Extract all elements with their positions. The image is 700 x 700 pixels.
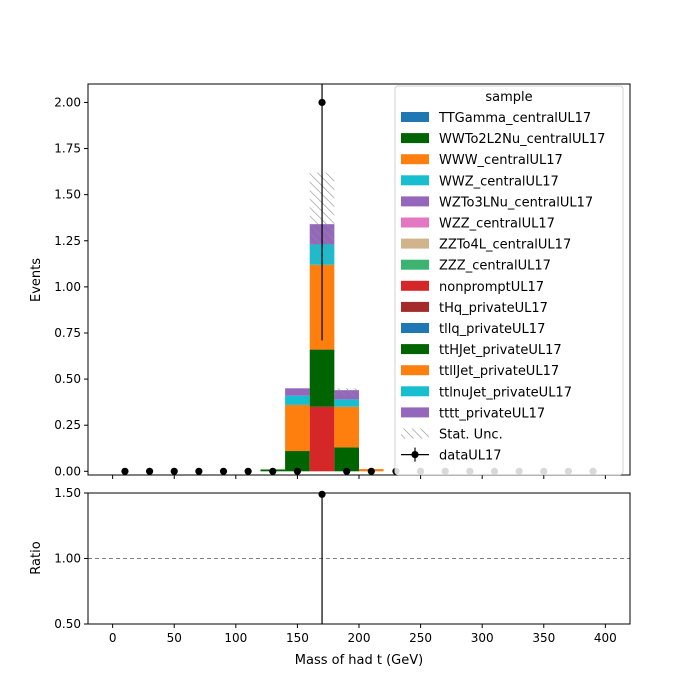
bar-ttlnuJet_privateUL17 (285, 395, 310, 405)
data-point (219, 467, 228, 475)
y-tick-label: 0.25 (54, 418, 81, 432)
legend-swatch (401, 133, 429, 144)
legend-label: dataUL17 (439, 449, 502, 464)
data-point (195, 467, 203, 475)
legend-swatch (401, 175, 429, 186)
legend-swatch (401, 154, 429, 165)
legend-label: Stat. Unc. (439, 428, 503, 443)
x-tick-label: 250 (409, 631, 432, 645)
legend-swatch (401, 280, 429, 291)
x-tick-label: 100 (224, 631, 247, 645)
x-tick-label: 200 (348, 631, 371, 645)
legend-label: nonpromptUL17 (439, 280, 544, 295)
data-point (145, 467, 154, 475)
legend-swatch (401, 344, 429, 355)
ratio-x-ticks: 0 50 100 150 200 250 300 350 400 (109, 624, 617, 645)
y-tick-label: 2.00 (54, 95, 81, 109)
legend-swatch (401, 238, 429, 249)
ratio-axes-frame (87, 492, 631, 625)
ratio-y-tick-label: 1.00 (54, 552, 81, 566)
x-axis-label: Mass of had t (GeV) (295, 653, 423, 668)
bar-ttHJet_privateUL17 (334, 447, 359, 472)
legend-swatch (401, 112, 429, 122)
legend-swatch (401, 217, 429, 228)
legend-swatch (401, 301, 429, 312)
data-point (269, 467, 277, 475)
y-tick-label: 0.75 (54, 326, 81, 340)
y-tick-label: 1.25 (54, 234, 81, 248)
ratio-y-ticks: 0.50 1.00 1.50 (54, 486, 88, 631)
x-tick-label: 50 (167, 631, 182, 645)
data-point (367, 467, 375, 475)
main-x-ticks (112, 475, 606, 479)
ratio-points (318, 490, 326, 624)
legend-swatch (401, 365, 429, 376)
ratio-y-axis-label: Ratio (29, 541, 44, 574)
bar-nonpromptUL17 (309, 406, 335, 472)
ratio-y-tick-label: 0.50 (54, 617, 81, 631)
bar-ttlnuJet_privateUL17 (334, 399, 359, 407)
legend-label: ZZTo4L_centralUL17 (439, 238, 571, 253)
main-y-ticks: 0.00 0.25 0.50 0.75 1.00 1.25 1.50 1.75 2.00 (54, 95, 88, 478)
y-tick-label: 0.00 (54, 464, 81, 478)
legend-label: WWTo2L2Nu_centralUL17 (439, 132, 605, 147)
data-point (170, 467, 178, 475)
legend-title: sample (485, 90, 532, 105)
bar-ttHJet_privateUL17 (309, 349, 335, 407)
legend-label: ttllJet_privateUL17 (439, 364, 559, 379)
y-tick-label: 1.00 (54, 280, 81, 294)
legend-swatch-stat-unc (401, 428, 429, 439)
legend-box (394, 85, 624, 476)
data-point (343, 467, 351, 475)
legend-label: tHq_privateUL17 (439, 301, 548, 316)
ratio-y-tick-label: 1.50 (54, 486, 81, 500)
ratio-point (318, 490, 326, 498)
main-panel: 0.00 0.25 0.50 0.75 1.00 1.25 1.50 1.75 2.00 Eve… (29, 83, 631, 479)
legend-swatch (401, 323, 429, 333)
legend: sample TTGamma_centralUL17 WWTo2L2Nu_centr… (394, 85, 624, 476)
ratio-panel: 0.50 1.00 1.50 0 50 100 150 200 250 300 350 400 Ra… (29, 486, 631, 668)
legend-data-marker (411, 451, 419, 459)
legend-label: ttHJet_privateUL17 (439, 343, 562, 358)
legend-label: tllq_privateUL17 (439, 322, 545, 337)
y-axis-label: Events (29, 258, 44, 302)
legend-label: WWW_centralUL17 (439, 153, 563, 168)
data-point (293, 467, 302, 475)
legend-label: tttt_privateUL17 (439, 406, 545, 421)
stat-unc-band (334, 388, 359, 396)
x-tick-label: 300 (471, 631, 494, 645)
bar-ttllJet_privateUL17 (334, 406, 359, 448)
x-tick-label: 350 (532, 631, 555, 645)
legend-swatch (401, 386, 429, 397)
legend-label: WZTo3LNu_centralUL17 (439, 195, 593, 210)
legend-label: TTGamma_centralUL17 (438, 111, 591, 126)
legend-label: ttlnuJet_privateUL17 (439, 385, 572, 400)
legend-label: WZZ_centralUL17 (439, 217, 555, 232)
legend-swatch (401, 196, 429, 207)
legend-swatch (401, 407, 429, 418)
x-tick-label: 0 (109, 631, 117, 645)
y-tick-label: 1.75 (54, 142, 81, 156)
data-point (318, 98, 326, 107)
bar-tttt_privateUL17 (285, 388, 310, 396)
x-tick-label: 150 (286, 631, 309, 645)
data-point (244, 467, 252, 475)
legend-label: WWZ_centralUL17 (439, 174, 559, 189)
bar-ttllJet_privateUL17 (285, 404, 310, 452)
x-tick-label: 400 (594, 631, 617, 645)
legend-swatch (401, 259, 429, 270)
legend-label: ZZZ_centralUL17 (439, 259, 551, 274)
data-point (121, 467, 129, 475)
y-tick-label: 1.50 (54, 188, 81, 202)
bar-ttHJet_privateUL17 (285, 451, 310, 472)
y-tick-label: 0.50 (54, 372, 81, 386)
